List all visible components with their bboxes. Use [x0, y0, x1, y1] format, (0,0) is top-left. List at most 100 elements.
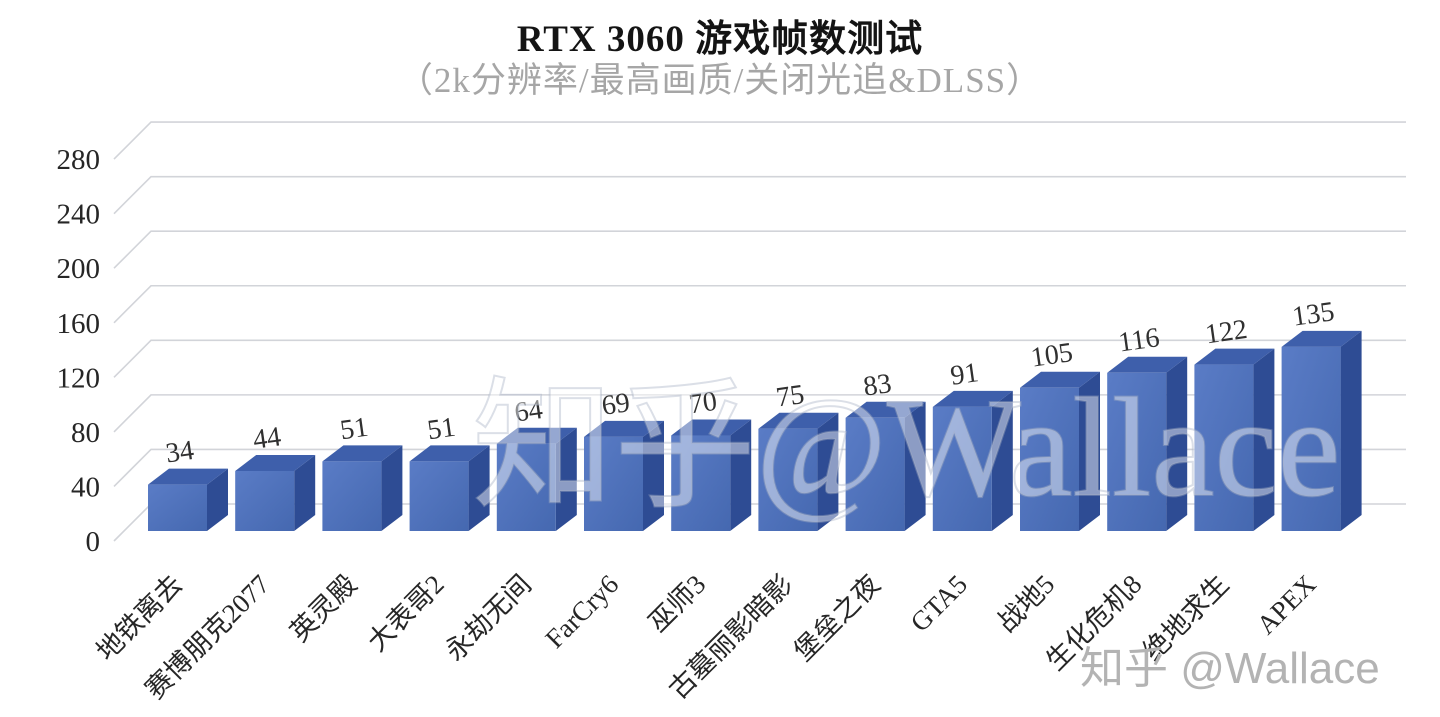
bar-front-face	[932, 406, 992, 531]
bar-front-face	[235, 470, 295, 531]
bar-top-face	[671, 419, 752, 436]
bar-side-face	[1079, 371, 1100, 531]
x-axis-label-FarCry6: FarCry6	[539, 569, 624, 654]
bar-front-face	[845, 417, 905, 531]
bar-堡垒之夜	[845, 401, 926, 531]
x-axis-label-巫师3: 巫师3	[642, 569, 711, 638]
bar-side-face	[817, 412, 839, 531]
y-axis-label: 120	[57, 362, 101, 394]
y-axis-label: 280	[57, 144, 101, 176]
x-axis-label-战地5: 战地5	[991, 569, 1060, 638]
bar-value-label: 116	[1117, 322, 1162, 358]
bar-value-label: 75	[774, 379, 806, 414]
bar-英灵殿	[322, 445, 403, 531]
bar-top-face	[148, 468, 228, 485]
bar-大表哥2	[409, 445, 490, 531]
bar-side-face	[555, 427, 577, 531]
bar-value-label: 51	[338, 412, 370, 447]
chart-title: RTX 3060 游戏帧数测试	[516, 19, 924, 60]
bar-side-face	[643, 420, 664, 531]
bar-value-label: 135	[1290, 296, 1336, 333]
bar-value-label: 64	[513, 394, 545, 429]
bar-front-face	[758, 428, 818, 531]
bar-top-face	[932, 390, 1013, 407]
y-axis-label: 40	[71, 471, 100, 503]
bar-value-label: 34	[164, 435, 196, 470]
bar-永劫无间	[496, 427, 577, 531]
bar-top-face	[235, 454, 316, 471]
x-axis-label-英灵殿: 英灵殿	[284, 569, 362, 647]
bar-top-face	[758, 412, 839, 429]
bar-value-label: 91	[949, 357, 981, 392]
x-axis-label-堡垒之夜: 堡垒之夜	[788, 569, 886, 667]
bar-side-face	[1340, 330, 1362, 531]
bar-front-face	[1281, 346, 1341, 531]
bar-地铁离去	[148, 468, 228, 531]
bar-top-face	[584, 420, 664, 437]
y-axis-label: 80	[71, 417, 100, 449]
gridline-280	[113, 121, 1406, 160]
bar-value-label: 122	[1203, 314, 1249, 351]
bar-side-face	[904, 401, 926, 531]
bar-front-face	[322, 461, 382, 531]
bar-value-label: 51	[425, 412, 457, 447]
bar-front-face	[1020, 387, 1079, 531]
bar-front-face	[1194, 364, 1254, 531]
bar-side-face	[468, 445, 490, 531]
bar-side-face	[381, 445, 403, 531]
bar-front-face	[496, 443, 556, 531]
gridline-120	[113, 339, 1406, 378]
bar-生化危机8	[1107, 356, 1188, 531]
bar-绝地求生	[1194, 348, 1275, 531]
bar-GTA5	[932, 390, 1013, 531]
data-labels: 34 44 51 51 64 69 70 75 83 91 105 116 122 135	[164, 296, 1337, 469]
bar-value-label: 69	[600, 387, 632, 422]
y-axis-label: 0	[86, 526, 101, 558]
bar-赛博朋克2077	[235, 454, 316, 531]
bar-value-label: 105	[1029, 337, 1075, 374]
bar-top-face	[409, 445, 490, 462]
bar-value-label: 70	[687, 386, 719, 421]
x-axis-label-APEX: APEX	[1251, 569, 1322, 640]
bars	[148, 330, 1362, 531]
bar-front-face	[1107, 372, 1167, 531]
bar-side-face	[991, 390, 1013, 531]
bar-side-face	[730, 419, 752, 531]
bar-side-face	[294, 454, 316, 531]
x-axis-label-永劫无间: 永劫无间	[439, 569, 537, 667]
bar-top-face	[1107, 356, 1188, 373]
bar-value-label: 83	[861, 368, 893, 403]
bar-front-face	[409, 461, 469, 531]
y-axis-label: 200	[57, 253, 101, 285]
bar-巫师3	[671, 419, 752, 531]
bar-top-face	[322, 445, 403, 462]
x-axis-label-大表哥2: 大表哥2	[362, 569, 450, 657]
y-axis-label: 160	[57, 308, 101, 340]
x-axis-label-生化危机8: 生化危机8	[1040, 569, 1147, 676]
bar-战地5	[1020, 371, 1100, 531]
bar-top-face	[1194, 348, 1275, 365]
bar-FarCry6	[584, 420, 664, 531]
x-axis-label-GTA5: GTA5	[905, 569, 973, 637]
bar-古墓丽影暗影	[758, 412, 839, 531]
chart-subtitle: （2k分辨率/最高画质/关闭光追&DLSS）	[397, 61, 1043, 100]
gridline-200	[113, 230, 1406, 269]
gridlines	[113, 121, 1406, 542]
x-axis-label-绝地求生: 绝地求生	[1137, 569, 1235, 667]
bar-front-face	[148, 484, 207, 531]
bar-APEX	[1281, 330, 1362, 531]
bar-value-label: 44	[251, 421, 283, 456]
gridline-240	[113, 175, 1406, 215]
bar-top-face	[1020, 371, 1100, 388]
gridline-160	[113, 284, 1406, 324]
bar-front-face	[584, 436, 643, 531]
bar-side-face	[207, 468, 228, 531]
bar-top-face	[845, 401, 926, 418]
bar-side-face	[1166, 356, 1188, 531]
y-axis-labels: 0 40 80 120 160 200 240 280	[57, 144, 101, 558]
bar-top-face	[496, 427, 577, 444]
bar-front-face	[671, 435, 731, 531]
